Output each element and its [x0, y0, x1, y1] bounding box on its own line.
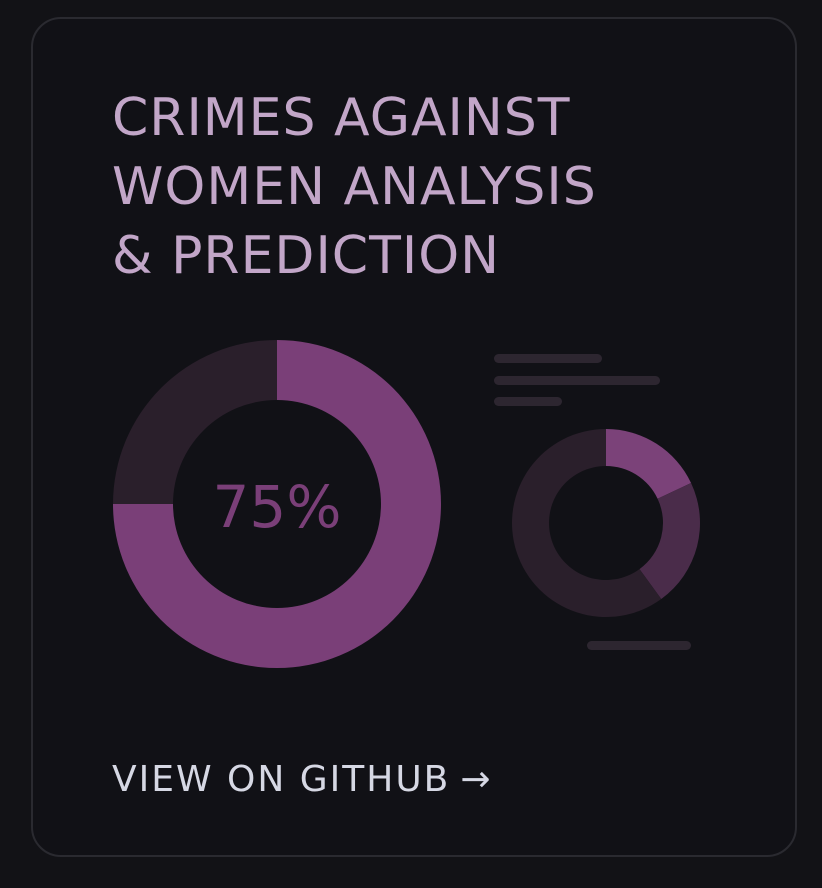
title-line-2: WOMEN ANALYSIS [112, 157, 597, 217]
card-title: CRIMES AGAINST WOMEN ANALYSIS & PREDICTI… [112, 84, 672, 291]
title-line-1: CRIMES AGAINST [112, 88, 571, 148]
small-donut-slice-2 [639, 482, 700, 600]
small-donut-chart [512, 429, 700, 617]
title-line-3: & PREDICTION [112, 226, 501, 286]
placeholder-line-1 [494, 354, 602, 363]
github-link-label: VIEW ON GITHUB [112, 759, 451, 800]
arrow-right-icon: → [460, 759, 493, 800]
placeholder-line-3 [494, 397, 562, 406]
donut-center-label: 75% [213, 473, 342, 541]
placeholder-line-2 [494, 376, 660, 385]
large-donut-slice-1 [113, 340, 441, 668]
small-donut-slice-3 [512, 429, 662, 617]
placeholder-line-4 [587, 641, 691, 650]
small-donut-slice-1 [606, 429, 692, 499]
large-donut-chart: 75% [113, 340, 441, 668]
view-on-github-link[interactable]: VIEW ON GITHUB → [112, 758, 493, 802]
placeholder-lines [494, 354, 691, 650]
large-donut-slice-2 [113, 340, 277, 504]
